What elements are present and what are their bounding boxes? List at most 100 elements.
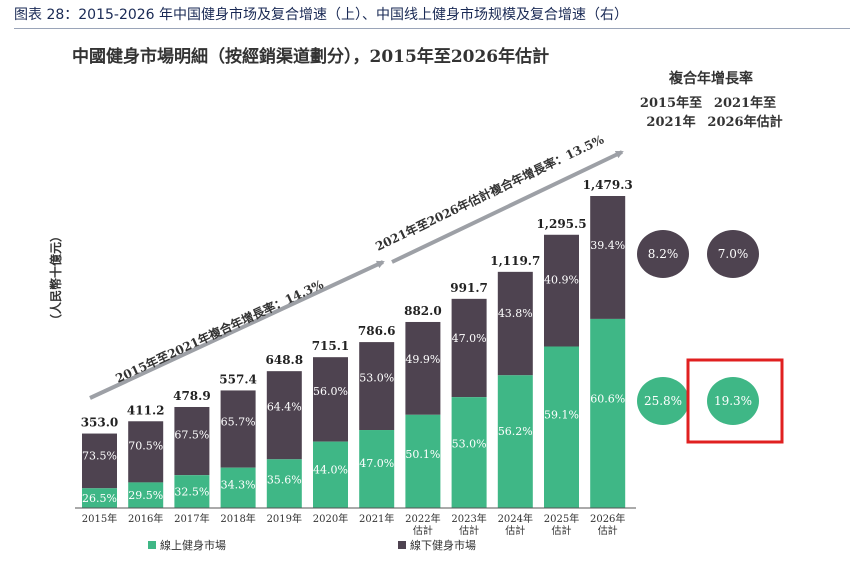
- cagr-offline-circle: [637, 230, 689, 278]
- data-label-online-share: 34.3%: [221, 479, 256, 492]
- bar-online: [82, 488, 117, 508]
- data-label-total: 715.1: [312, 339, 350, 353]
- x-tick-label: 估計: [552, 524, 572, 537]
- cagr-online-value: 19.3%: [714, 394, 752, 408]
- cagr-offline-circle: [707, 230, 759, 278]
- bar-offline: [128, 421, 164, 483]
- bar-online: [405, 414, 441, 508]
- cagr-col2-header: 2021年至: [714, 95, 776, 111]
- bar-offline: [220, 390, 256, 468]
- cagr-offline-value: 7.0%: [718, 247, 749, 261]
- chart-title: 中國健身市場明細（按經銷渠道劃分），2015年至2026年估計: [72, 47, 550, 67]
- data-label-total: 1,119.7: [490, 254, 540, 268]
- x-tick-label: 2015年: [82, 512, 117, 525]
- data-label-online-share: 60.6%: [590, 392, 625, 405]
- data-label-offline-share: 70.5%: [128, 440, 163, 453]
- data-label-online-share: 44.0%: [313, 464, 348, 477]
- cagr-col2-header: 2026年估計: [707, 114, 782, 130]
- x-tick-label: 2018年: [220, 512, 255, 525]
- data-label-offline-share: 47.0%: [452, 332, 487, 345]
- bar-offline: [313, 357, 348, 442]
- cagr-online-circle: [707, 377, 759, 425]
- data-label-online-share: 47.0%: [359, 457, 394, 470]
- x-tick-label: 2026年: [590, 512, 625, 525]
- bar-group: 353.0 73.5% 26.5% 2015年 411.2 70.5% 29.5% 2016年…: [81, 178, 633, 537]
- figure-caption: 图表 28：2015-2026 年中国健身市场及复合增速（上）、中国线上健身市场…: [14, 7, 629, 23]
- data-label-total: 648.8: [266, 353, 304, 367]
- data-label-offline-share: 67.5%: [174, 428, 209, 441]
- bar-offline: [359, 342, 395, 431]
- bar-online: [266, 459, 302, 508]
- x-tick-label: 2023年: [451, 512, 486, 525]
- cagr-online-circle: [637, 377, 689, 425]
- x-tick-label: 估計: [459, 524, 479, 537]
- y-axis-label: （人民幣十億元）: [48, 230, 63, 326]
- data-label-offline-share: 43.8%: [498, 307, 533, 320]
- data-label-total: 353.0: [81, 416, 119, 430]
- x-tick-label: 估計: [505, 524, 525, 537]
- data-label-online-share: 29.5%: [128, 489, 163, 502]
- bar-online: [590, 318, 626, 508]
- data-label-offline-share: 49.9%: [405, 353, 440, 366]
- cagr-arrow-2021-2026: [391, 150, 624, 264]
- cagr-offline-value: 8.2%: [648, 247, 679, 261]
- bar-online: [451, 397, 487, 508]
- data-label-offline-share: 53.0%: [359, 371, 394, 384]
- bar-online: [497, 375, 533, 508]
- cagr-col1-header: 2015年至: [640, 95, 702, 111]
- cagr-panel: 複合年增長率 2015年至 2021年 2021年至 2026年估計 8.2% 7.0% 25…: [637, 70, 784, 444]
- bar-offline: [590, 196, 626, 319]
- x-tick-label: 2025年: [544, 512, 579, 525]
- data-label-offline-share: 65.7%: [221, 415, 256, 428]
- x-tick-label: 2016年: [128, 512, 163, 525]
- cagr-col1-header: 2021年: [646, 114, 695, 130]
- data-label-total: 1,295.5: [536, 217, 586, 231]
- data-label-total: 991.7: [450, 281, 488, 295]
- data-label-offline-share: 40.9%: [544, 273, 579, 286]
- highlight-box: [686, 358, 784, 444]
- data-label-offline-share: 73.5%: [82, 449, 117, 462]
- legend-label-online: 線上健身市場: [160, 538, 226, 552]
- x-tick-label: 2022年: [405, 512, 440, 525]
- legend-swatch-online: [148, 541, 156, 549]
- data-label-total: 1,479.3: [583, 178, 633, 192]
- bar-online: [128, 482, 164, 508]
- data-label-total: 882.0: [404, 304, 442, 318]
- legend-label-offline: 線下健身市場: [410, 538, 476, 552]
- bar-offline: [497, 271, 533, 376]
- bar-offline: [266, 371, 302, 460]
- data-label-offline-share: 39.4%: [590, 239, 625, 252]
- data-label-total: 478.9: [173, 389, 211, 403]
- bar-offline: [174, 406, 210, 476]
- bar-offline: [405, 321, 441, 415]
- data-label-online-share: 26.5%: [82, 492, 117, 505]
- cagr-arrow-2015-2021: [89, 260, 385, 400]
- data-label-online-share: 32.5%: [174, 486, 209, 499]
- data-label-offline-share: 64.4%: [267, 400, 302, 413]
- bar-online: [544, 346, 579, 508]
- x-tick-label: 2021年: [359, 512, 394, 525]
- bar-online: [359, 430, 395, 508]
- bar-online: [174, 475, 210, 508]
- cagr-arrows: 2015年至2021年複合年增長率：14.3%2021年至2026年估計複合年增…: [89, 131, 624, 400]
- caption-divider: [14, 28, 850, 29]
- cagr-title: 複合年增長率: [668, 70, 753, 87]
- data-label-online-share: 50.1%: [405, 448, 440, 461]
- x-tick-label: 估計: [413, 524, 433, 537]
- data-label-total: 786.6: [358, 324, 396, 338]
- bar-offline: [451, 298, 487, 398]
- data-label-online-share: 56.2%: [498, 425, 533, 438]
- legend-swatch-offline: [398, 541, 406, 549]
- data-label-offline-share: 56.0%: [313, 385, 348, 398]
- legend: 線上健身市場 線下健身市場: [148, 538, 476, 552]
- data-label-total: 411.2: [127, 403, 165, 417]
- x-tick-label: 2017年: [174, 512, 209, 525]
- x-tick-label: 2019年: [267, 512, 302, 525]
- bar-offline: [544, 234, 579, 347]
- x-tick-label: 估計: [598, 524, 618, 537]
- bar-online: [313, 441, 348, 508]
- data-label-total: 557.4: [219, 372, 257, 386]
- bar-online: [220, 467, 256, 508]
- cagr-annotation-2015-2021: 2015年至2021年複合年增長率：14.3%: [113, 276, 326, 386]
